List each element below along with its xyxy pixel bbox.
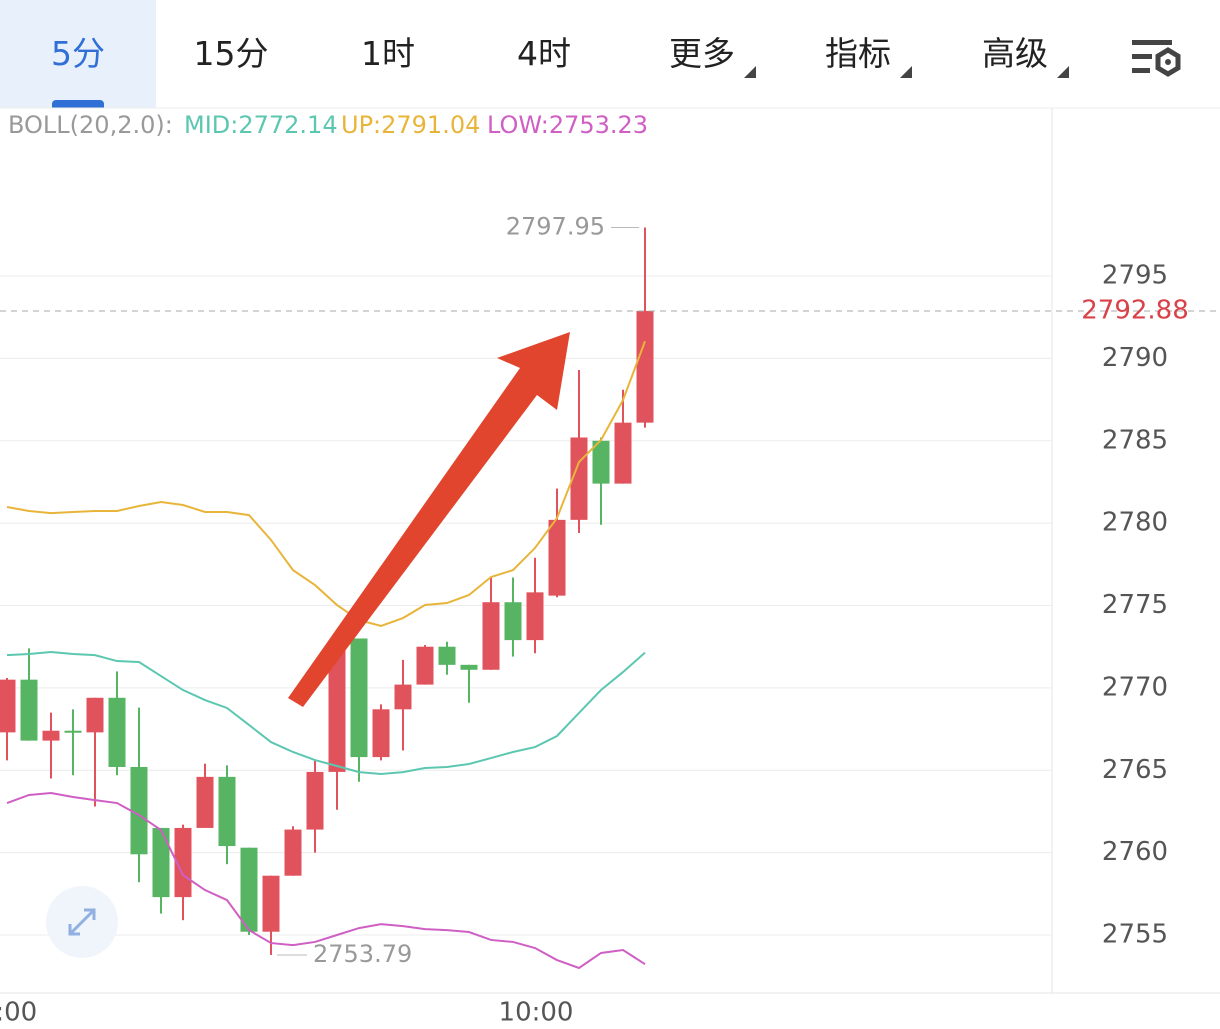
y-tick-label: 2755 [1102, 920, 1168, 950]
y-tick-label: 2795 [1102, 261, 1168, 291]
dropdown-icon [900, 66, 912, 78]
dropdown-icon [744, 66, 756, 78]
tab-indicator [52, 100, 104, 108]
candle-body [20, 679, 38, 741]
x-tick-label: 10:00 [499, 998, 574, 1028]
candle-body [262, 875, 280, 932]
candle-body [636, 310, 654, 423]
candle-body [482, 602, 500, 670]
tab[interactable]: 更多 [624, 0, 780, 108]
candle-body [218, 776, 236, 847]
tab-label: 高级 [982, 34, 1048, 73]
candle-body [350, 638, 368, 758]
max-label: 2797.95 [506, 212, 605, 240]
candle-body [174, 827, 192, 898]
tab-label: 1时 [361, 34, 415, 73]
candle-body [64, 730, 82, 733]
candle-body [526, 592, 544, 641]
trend-arrow [288, 332, 570, 707]
current-price-label: 2792.88 [1081, 295, 1189, 325]
candle-body [592, 440, 610, 484]
tab-label: 15分 [193, 34, 269, 73]
candle-body [152, 827, 170, 898]
indicator-low: LOW:2753.23 [487, 111, 648, 139]
tab[interactable]: 15分 [153, 0, 309, 108]
tab-bar: 5分 15分 1时 4时 更多 指标 高级 [0, 0, 1220, 108]
tab[interactable]: 1时 [310, 0, 466, 108]
candle-body [240, 847, 258, 932]
boll-line [6, 650, 646, 776]
indicator-up: UP:2791.04 [341, 111, 480, 139]
expand-icon [68, 908, 96, 936]
boll-line [6, 340, 646, 627]
boll-line [6, 791, 646, 970]
y-tick-label: 2790 [1102, 343, 1168, 373]
y-tick-label: 2775 [1102, 590, 1168, 620]
candle-body [614, 422, 632, 484]
y-tick-label: 2760 [1102, 837, 1168, 867]
candle-body [438, 646, 456, 665]
candle-body [130, 766, 148, 855]
y-tick-label: 2770 [1102, 672, 1168, 702]
y-tick-label: 2765 [1102, 755, 1168, 785]
y-tick-label: 2785 [1102, 425, 1168, 455]
candle-body [416, 646, 434, 685]
dropdown-icon [1057, 66, 1069, 78]
candle-body [548, 519, 566, 596]
min-label: 2753.79 [313, 940, 412, 968]
candle-body [196, 776, 214, 828]
settings-icon[interactable] [1128, 36, 1184, 80]
candle-body [460, 664, 478, 670]
candle-body [284, 829, 302, 876]
candle-body [42, 730, 60, 741]
candle-body [328, 640, 346, 772]
candle-body [86, 697, 104, 733]
tab-label: 4时 [517, 34, 571, 73]
candle-body [306, 771, 324, 830]
tab-label: 更多 [669, 34, 735, 73]
tab[interactable]: 高级 [937, 0, 1093, 108]
candle-body [394, 684, 412, 710]
tab-label: 指标 [825, 34, 891, 73]
indicator-label: BOLL(20,2.0): [8, 111, 173, 139]
x-tick-label: 8:00 [0, 998, 37, 1028]
candle-body [372, 709, 390, 758]
y-tick-label: 2780 [1102, 508, 1168, 538]
candle-body [108, 697, 126, 767]
tab[interactable]: 5分 [0, 0, 156, 108]
tab[interactable]: 指标 [780, 0, 936, 108]
candle-body [504, 602, 522, 641]
candle-body [0, 679, 16, 733]
tab[interactable]: 4时 [466, 0, 622, 108]
indicator-mid: MID:2772.14 [184, 111, 338, 139]
tab-label: 5分 [51, 34, 105, 73]
